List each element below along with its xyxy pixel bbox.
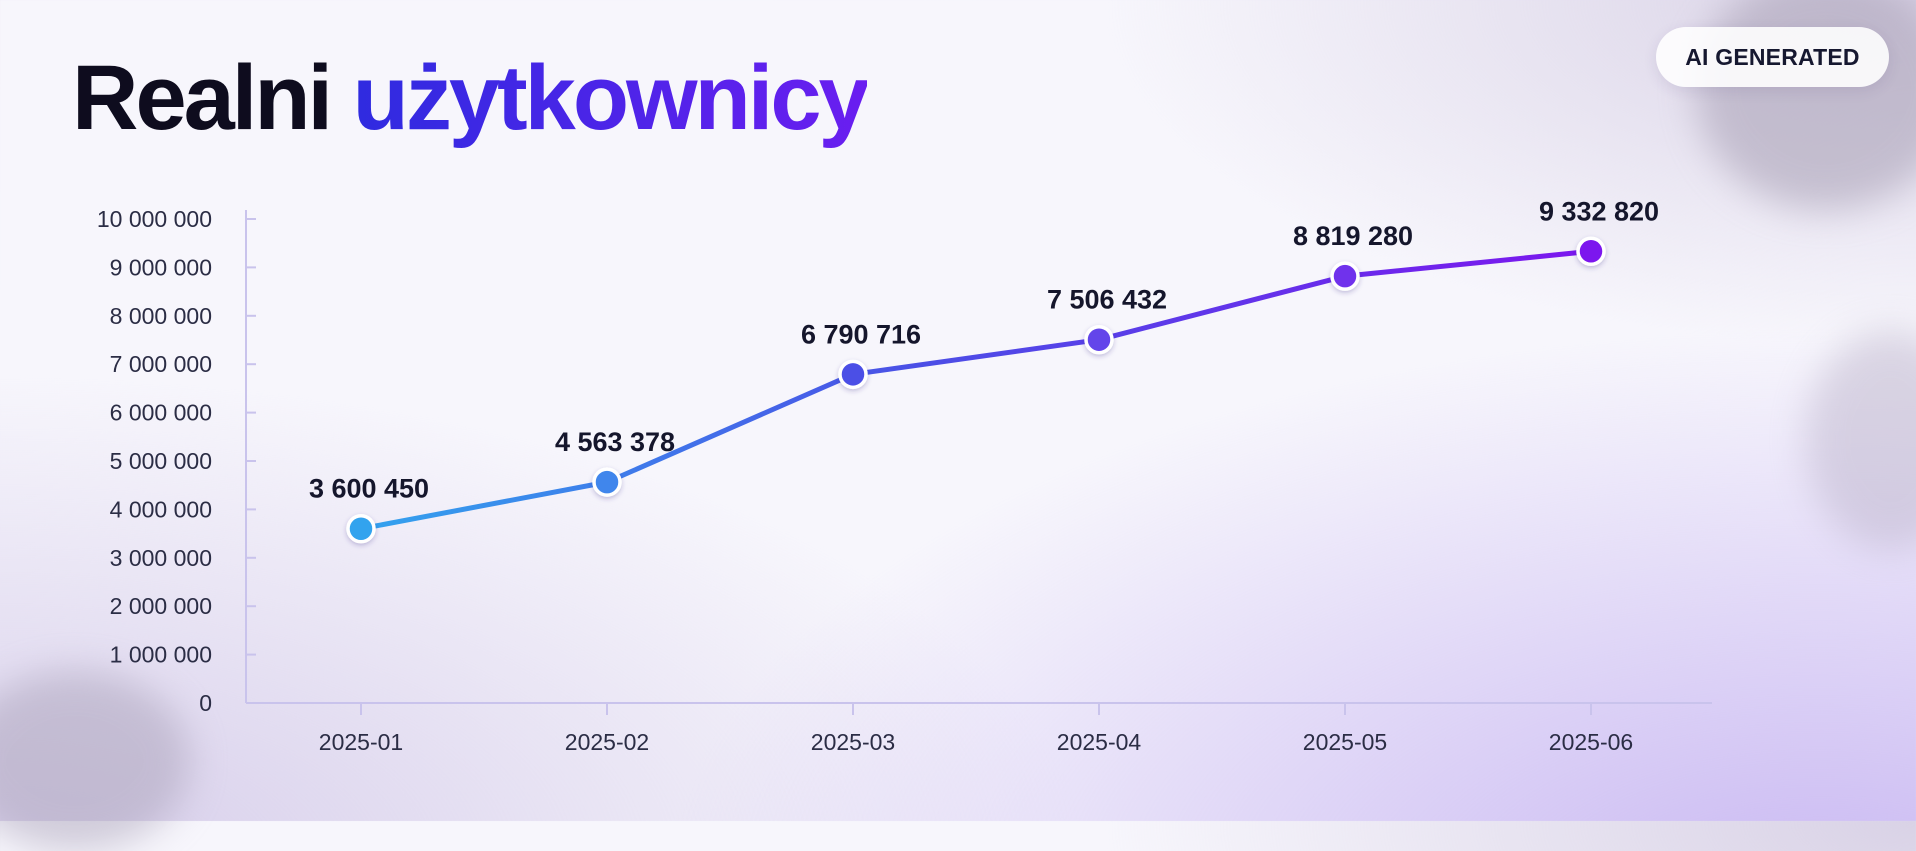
data-label: 3 600 450 — [309, 474, 429, 504]
y-tick-label: 2 000 000 — [110, 593, 212, 619]
data-points — [346, 236, 1606, 544]
y-tick-label: 9 000 000 — [110, 254, 212, 280]
data-point — [838, 359, 868, 390]
data-label: 9 332 820 — [1539, 196, 1659, 226]
x-tick-label: 2025-06 — [1549, 729, 1633, 755]
series-line — [358, 248, 1594, 532]
x-tick-label: 2025-03 — [811, 729, 895, 755]
y-tick-label: 7 000 000 — [110, 351, 212, 377]
x-axis-ticks: 2025-01 2025-02 2025-03 2025-04 2025-05 2025-… — [319, 703, 1633, 755]
data-label: 6 790 716 — [801, 319, 921, 349]
data-point — [592, 467, 622, 497]
line-chart: 0 1 000 000 2 000 000 3 000 000 4 000 000 5 0… — [97, 196, 1712, 755]
data-point — [1084, 324, 1114, 355]
data-labels: 3 600 450 4 563 378 6 790 716 7 506 432 8 81… — [309, 196, 1659, 503]
y-tick-label: 8 000 000 — [110, 303, 212, 329]
y-axis-ticks: 0 1 000 000 2 000 000 3 000 000 4 000 000 5 0… — [97, 206, 256, 716]
y-tick-label: 4 000 000 — [110, 496, 212, 522]
data-point — [346, 513, 376, 544]
data-label: 4 563 378 — [555, 427, 675, 457]
y-tick-label: 0 — [199, 690, 212, 716]
data-label: 8 819 280 — [1293, 221, 1413, 251]
chart-axes — [245, 210, 1712, 704]
y-tick-label: 3 000 000 — [110, 545, 212, 571]
title-part-2: użytkownicy — [352, 47, 870, 149]
y-tick-label: 10 000 000 — [97, 206, 212, 232]
y-tick-label: 5 000 000 — [110, 448, 212, 474]
data-point — [1576, 236, 1606, 267]
title-part-1: Realni — [72, 47, 333, 149]
x-tick-label: 2025-04 — [1057, 729, 1142, 755]
y-tick-label: 6 000 000 — [110, 400, 212, 426]
x-tick-label: 2025-01 — [319, 729, 403, 755]
y-tick-label: 1 000 000 — [110, 642, 212, 668]
data-label: 7 506 432 — [1047, 285, 1167, 315]
ai-generated-badge: AI GENERATED — [1656, 27, 1889, 87]
series-line-group — [358, 248, 1594, 532]
chart-title: Realni użytkownicy — [72, 52, 870, 144]
x-tick-label: 2025-02 — [565, 729, 649, 755]
x-tick-label: 2025-05 — [1303, 729, 1387, 755]
data-point — [1330, 261, 1360, 291]
